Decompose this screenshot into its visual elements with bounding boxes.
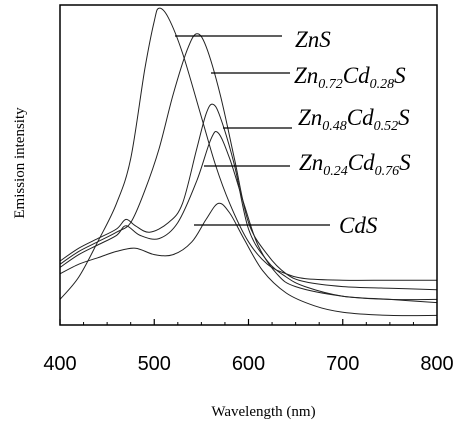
x-axis-title: Wavelength (nm) [211, 404, 315, 420]
series-curves [60, 8, 437, 315]
series-label-cds: CdS [339, 213, 378, 238]
x-tick-label: 700 [326, 353, 359, 375]
series-labels: ZnS Zn0.72Cd0.28S Zn0.48Cd0.52S Zn0.24Cd0.7… [294, 27, 411, 238]
series-label-zn0-72cd0-28s: Zn0.72Cd0.28S [294, 63, 406, 92]
series-label-zns: ZnS [295, 27, 331, 52]
series-label-zn0-24cd0-76s: Zn0.24Cd0.76S [299, 150, 411, 179]
x-tick-label: 400 [43, 353, 76, 375]
x-tick-label: 500 [138, 353, 171, 375]
x-tick-label: 600 [232, 353, 265, 375]
series-label-zn0-48cd0-52s: Zn0.48Cd0.52S [298, 105, 410, 134]
x-axis-ticks: 400 500 600 700 800 [43, 319, 453, 375]
y-axis-title: Emission intensity [12, 107, 28, 219]
x-tick-label: 800 [420, 353, 453, 375]
series-line-zns [60, 8, 437, 299]
series-line-zn0-24cd0-76s [60, 131, 437, 302]
